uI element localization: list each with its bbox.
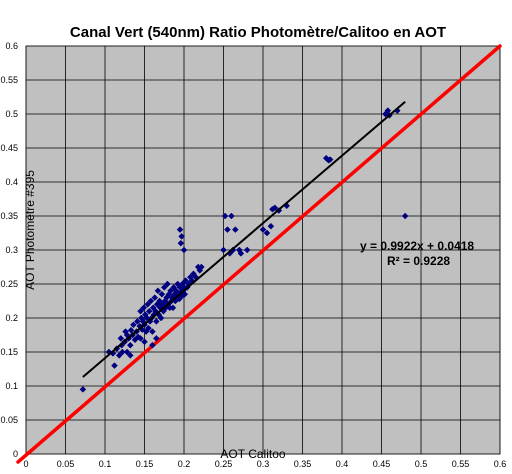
y-tick-label: 0.55 xyxy=(0,75,18,85)
data-point xyxy=(177,239,185,247)
data-point xyxy=(149,341,156,349)
trendline-r-squared: R² = 0.9228 xyxy=(387,254,450,268)
data-point xyxy=(123,348,131,356)
data-point xyxy=(157,314,165,322)
data-point xyxy=(117,335,125,342)
data-point xyxy=(181,290,189,298)
y-tick-label: 0.25 xyxy=(0,279,18,289)
y-axis-tick-labels: 0 0.05 0.1 0.15 0.2 0.25 0.3 0.35 0.4 0.45 0.5 0.55… xyxy=(0,41,18,459)
x-tick-label: 0.55 xyxy=(452,459,470,469)
y-tick-label: 0.2 xyxy=(5,313,18,323)
data-point xyxy=(119,348,126,356)
data-point xyxy=(126,352,134,359)
reference-line-layer xyxy=(16,44,502,464)
data-point xyxy=(145,324,152,332)
data-point xyxy=(198,263,205,271)
data-point xyxy=(267,222,275,230)
x-tick-label: 0.45 xyxy=(373,459,391,469)
data-point xyxy=(176,226,184,233)
data-point xyxy=(141,338,148,346)
data-point xyxy=(237,250,245,257)
data-point xyxy=(144,301,152,308)
data-point xyxy=(160,284,168,291)
y-tick-label: 0.15 xyxy=(0,347,18,357)
data-point xyxy=(156,297,163,305)
x-tick-label: 0.35 xyxy=(294,459,312,469)
x-axis-label: AOT Calitoo xyxy=(220,447,285,461)
data-point xyxy=(140,304,148,312)
trendline-equation: y = 0.9922x + 0.0418 xyxy=(360,239,474,253)
data-point xyxy=(182,277,189,284)
x-tick-label: 0.4 xyxy=(336,459,349,469)
y-tick-label: 0.4 xyxy=(5,177,18,187)
data-point xyxy=(130,321,137,329)
data-point xyxy=(180,246,188,254)
data-point xyxy=(326,156,334,163)
data-point xyxy=(137,307,144,315)
data-point xyxy=(178,233,185,240)
data-point xyxy=(145,307,153,315)
x-tick-label: 0.6 xyxy=(494,459,507,469)
y-tick-label: 0.1 xyxy=(5,381,18,391)
data-point xyxy=(151,294,159,301)
y-tick-label: 0.05 xyxy=(0,415,18,425)
trendline-layer xyxy=(82,100,406,378)
data-point xyxy=(259,226,267,233)
data-point xyxy=(152,318,160,325)
x-tick-label: 0.3 xyxy=(257,459,270,469)
x-tick-label: 0.2 xyxy=(178,459,191,469)
data-point xyxy=(147,297,155,305)
data-point xyxy=(137,335,144,342)
data-point xyxy=(167,287,174,295)
data-point xyxy=(158,290,166,298)
chart-title: Canal Vert (540nm) Ratio Photomètre/Cali… xyxy=(70,24,446,41)
data-point xyxy=(231,226,239,233)
y-tick-label: 0.45 xyxy=(0,143,18,153)
data-point xyxy=(263,229,271,237)
data-point xyxy=(115,352,123,359)
data-point xyxy=(149,328,156,335)
data-point xyxy=(243,246,251,254)
y-tick-label: 0 xyxy=(13,449,18,459)
x-tick-label: 0.15 xyxy=(136,459,154,469)
data-point xyxy=(79,386,87,393)
data-point xyxy=(228,212,235,220)
data-point xyxy=(169,304,177,312)
data-point xyxy=(152,335,160,342)
x-tick-label: 0.05 xyxy=(57,459,75,469)
reference-line-1to1 xyxy=(16,44,502,464)
data-point xyxy=(271,204,279,212)
data-point xyxy=(224,226,231,233)
x-tick-label: 0.5 xyxy=(415,459,428,469)
x-tick-label: 0 xyxy=(23,459,28,469)
data-point xyxy=(143,314,151,322)
data-point xyxy=(134,318,141,325)
y-tick-label: 0.6 xyxy=(5,41,18,51)
data-point xyxy=(221,212,229,220)
x-tick-label: 0.25 xyxy=(215,459,233,469)
x-tick-label: 0.1 xyxy=(99,459,112,469)
trendline xyxy=(82,100,406,378)
data-point xyxy=(220,246,227,254)
data-point xyxy=(164,280,171,288)
data-point xyxy=(401,212,409,220)
data-point xyxy=(126,341,134,349)
x-axis-tick-labels: 0 0.05 0.1 0.15 0.2 0.25 0.3 0.35 0.4 0.45 0.5 0.55… xyxy=(23,459,506,469)
y-tick-label: 0.5 xyxy=(5,109,18,119)
y-axis-label: AOT Photomètre #395 xyxy=(23,170,37,290)
data-point xyxy=(111,362,118,369)
y-tick-label: 0.3 xyxy=(5,245,18,255)
data-point xyxy=(154,287,162,295)
y-tick-label: 0.35 xyxy=(0,211,18,221)
